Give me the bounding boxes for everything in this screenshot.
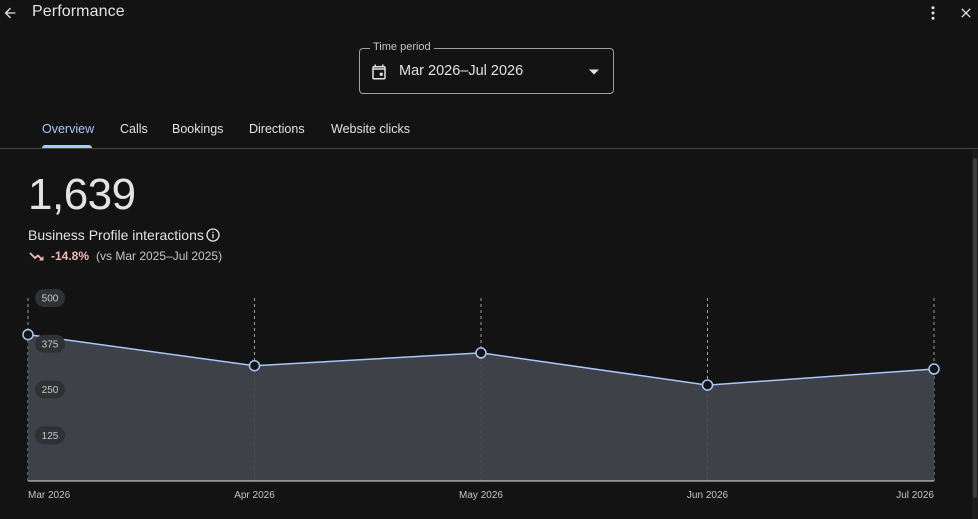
tab-calls[interactable]: Calls <box>120 122 148 136</box>
close-button[interactable] <box>955 2 977 24</box>
scrollbar-thumb[interactable] <box>973 158 977 498</box>
active-tab-indicator <box>42 145 92 148</box>
page-title: Performance <box>32 3 125 20</box>
metric-label: Business Profile interactions <box>28 227 204 243</box>
time-period-select[interactable]: Time period Mar 2026–Jul 2026 <box>359 41 614 94</box>
y-tick-pill <box>35 380 65 399</box>
tab-bookings[interactable]: Bookings <box>172 122 224 136</box>
tab-bar: Overview Calls Bookings Directions Websi… <box>0 110 978 149</box>
tab-directions[interactable]: Directions <box>249 122 305 136</box>
y-tick-label: 125 <box>42 431 59 442</box>
change-percent: -14.8% <box>51 249 90 263</box>
y-tick-pill <box>35 426 65 445</box>
data-point[interactable] <box>22 328 34 341</box>
time-period-value: Mar 2026–Jul 2026 <box>399 63 524 79</box>
info-icon[interactable] <box>205 227 221 243</box>
back-button[interactable] <box>0 2 20 24</box>
y-tick-pill <box>35 289 65 307</box>
data-point[interactable] <box>248 359 261 372</box>
x-axis-label: Jun 2026 <box>687 490 729 501</box>
y-tick-label: 500 <box>42 294 59 305</box>
y-tick-label: 250 <box>42 385 59 396</box>
dropdown-arrow-icon <box>589 69 599 75</box>
tab-overview[interactable]: Overview <box>42 122 95 136</box>
arrow-back-icon <box>4 7 16 19</box>
interactions-chart: 500 375 250 125 Mar 2026 Apr 2026 May 2026 Jun… <box>22 289 940 501</box>
interactions-total: 1,639 <box>28 170 136 219</box>
x-axis-label: May 2026 <box>459 490 503 501</box>
more-options-button[interactable] <box>922 2 944 24</box>
more-vert-icon <box>931 6 935 20</box>
comparison-period: (vs Mar 2025–Jul 2025) <box>96 249 223 263</box>
data-point[interactable] <box>928 363 940 375</box>
time-period-label: Time period <box>370 41 434 53</box>
tab-website-clicks[interactable]: Website clicks <box>331 122 410 136</box>
close-icon <box>961 8 971 18</box>
y-tick-label: 375 <box>42 339 59 350</box>
x-axis-label: Apr 2026 <box>234 490 275 501</box>
calendar-icon <box>372 64 386 80</box>
trending-down-icon <box>29 252 44 261</box>
x-axis-label: Mar 2026 <box>28 490 71 501</box>
data-point[interactable] <box>701 379 714 391</box>
data-point[interactable] <box>475 347 487 359</box>
x-axis-label: Jul 2026 <box>896 490 934 501</box>
y-tick-pill <box>35 334 65 353</box>
